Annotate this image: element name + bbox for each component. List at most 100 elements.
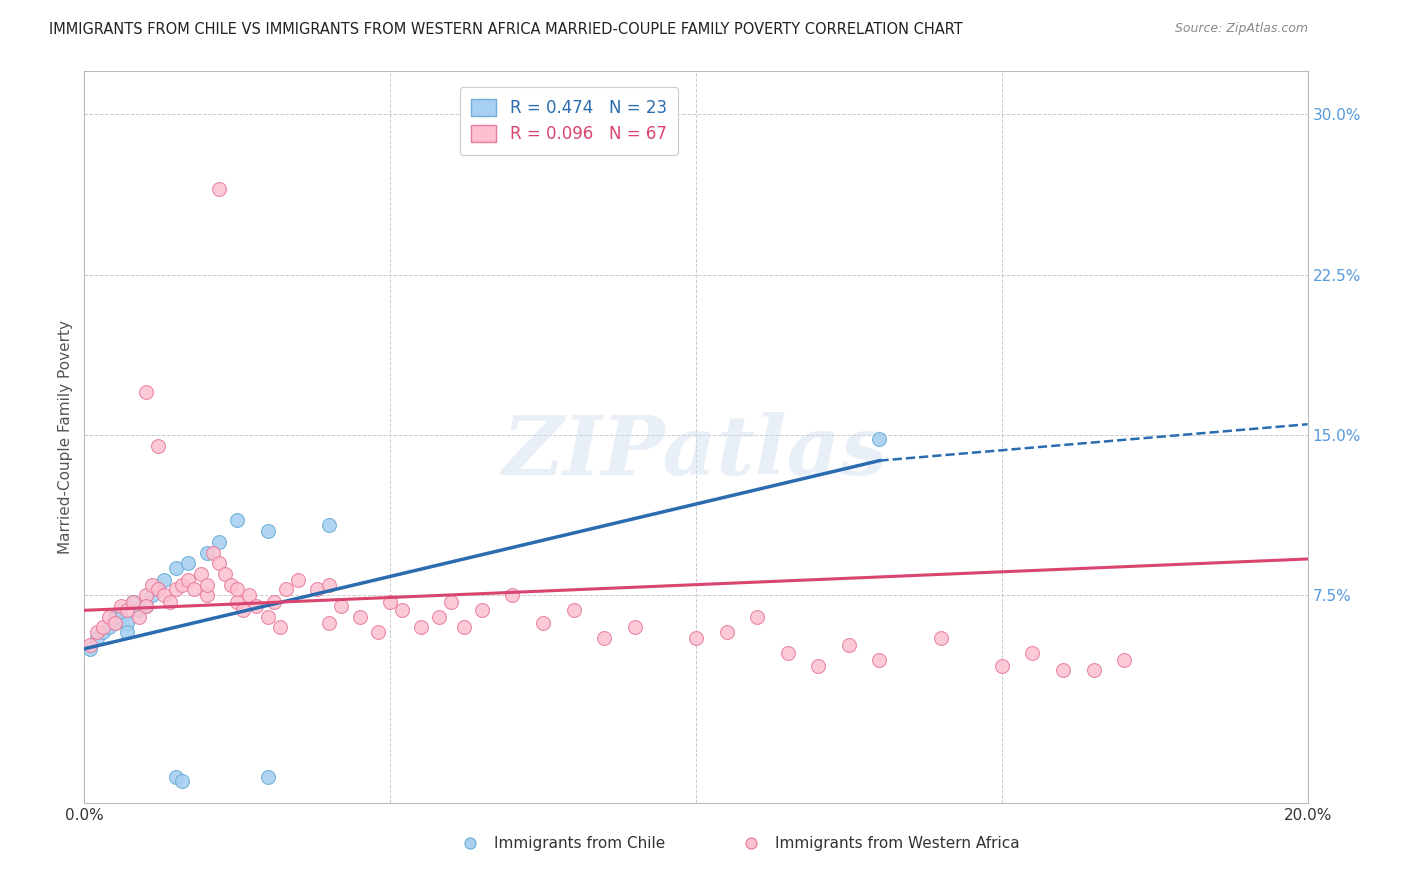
Point xyxy=(1083,663,1105,677)
Point xyxy=(716,624,738,639)
Point xyxy=(318,616,340,631)
Point xyxy=(257,770,280,784)
Point xyxy=(440,595,463,609)
Point xyxy=(232,603,254,617)
Point xyxy=(135,599,157,613)
Point xyxy=(991,659,1014,673)
Point xyxy=(226,582,249,596)
Point xyxy=(226,595,249,609)
Point xyxy=(115,603,138,617)
Point xyxy=(409,620,432,634)
Point xyxy=(177,574,200,588)
Point xyxy=(97,620,120,634)
Point xyxy=(685,631,707,645)
Point xyxy=(269,620,291,634)
Point xyxy=(165,770,187,784)
Text: Source: ZipAtlas.com: Source: ZipAtlas.com xyxy=(1174,22,1308,36)
Point xyxy=(97,609,120,624)
Y-axis label: Married-Couple Family Poverty: Married-Couple Family Poverty xyxy=(58,320,73,554)
Point xyxy=(195,588,218,602)
Point xyxy=(929,631,952,645)
Point xyxy=(287,574,309,588)
Point xyxy=(593,631,616,645)
Point xyxy=(79,638,101,652)
Point xyxy=(838,638,860,652)
Point xyxy=(153,588,176,602)
Point xyxy=(146,582,169,596)
Point xyxy=(305,582,328,596)
Point xyxy=(172,577,194,591)
Point xyxy=(1114,652,1136,666)
Point xyxy=(146,439,169,453)
Point xyxy=(110,599,132,613)
Point xyxy=(330,599,353,613)
Point xyxy=(146,582,169,596)
Point xyxy=(141,588,163,602)
Point xyxy=(367,624,389,639)
Point xyxy=(159,595,181,609)
Point xyxy=(183,582,205,596)
Point xyxy=(79,641,101,656)
Point xyxy=(128,603,150,617)
Point xyxy=(502,588,524,602)
Point xyxy=(562,603,585,617)
Point xyxy=(391,603,413,617)
Text: ZIPatlas: ZIPatlas xyxy=(503,412,889,491)
Point xyxy=(128,609,150,624)
Point xyxy=(1021,646,1043,660)
Point xyxy=(153,574,176,588)
Point xyxy=(471,603,494,617)
Point xyxy=(807,659,830,673)
Point xyxy=(104,616,127,631)
Point xyxy=(110,609,132,624)
Legend: R = 0.474   N = 23, R = 0.096   N = 67: R = 0.474 N = 23, R = 0.096 N = 67 xyxy=(460,87,679,155)
Text: Immigrants from Western Africa: Immigrants from Western Africa xyxy=(776,836,1021,851)
Point xyxy=(214,566,236,581)
Point xyxy=(165,560,187,574)
Point xyxy=(141,577,163,591)
Point xyxy=(380,595,402,609)
Point xyxy=(453,620,475,634)
Point xyxy=(165,582,187,596)
Point xyxy=(318,517,340,532)
Point xyxy=(1052,663,1074,677)
Point xyxy=(245,599,267,613)
Point xyxy=(427,609,450,624)
Point xyxy=(208,556,231,570)
Point xyxy=(91,620,114,634)
Point xyxy=(177,556,200,570)
Point xyxy=(219,577,242,591)
Point xyxy=(208,182,231,196)
Point xyxy=(349,609,371,624)
Point xyxy=(201,545,224,559)
Text: IMMIGRANTS FROM CHILE VS IMMIGRANTS FROM WESTERN AFRICA MARRIED-COUPLE FAMILY PO: IMMIGRANTS FROM CHILE VS IMMIGRANTS FROM… xyxy=(49,22,963,37)
Point xyxy=(115,616,138,631)
Point xyxy=(86,624,108,639)
Text: Immigrants from Chile: Immigrants from Chile xyxy=(494,836,665,851)
Point xyxy=(624,620,647,634)
Point xyxy=(195,577,218,591)
Point xyxy=(531,616,554,631)
Point xyxy=(263,595,285,609)
Point xyxy=(135,588,157,602)
Point xyxy=(208,534,231,549)
Point xyxy=(776,646,799,660)
Point xyxy=(172,774,194,789)
Point xyxy=(318,577,340,591)
Point xyxy=(135,599,157,613)
Point xyxy=(122,595,145,609)
Point xyxy=(115,624,138,639)
Point xyxy=(257,524,280,538)
Point xyxy=(104,609,127,624)
Point xyxy=(91,624,114,639)
Point xyxy=(257,609,280,624)
Point xyxy=(122,595,145,609)
Point xyxy=(195,545,218,559)
Point xyxy=(747,609,769,624)
Point xyxy=(226,514,249,528)
Point xyxy=(86,631,108,645)
Point xyxy=(869,432,891,446)
Point xyxy=(190,566,212,581)
Point xyxy=(276,582,298,596)
Point xyxy=(238,588,260,602)
